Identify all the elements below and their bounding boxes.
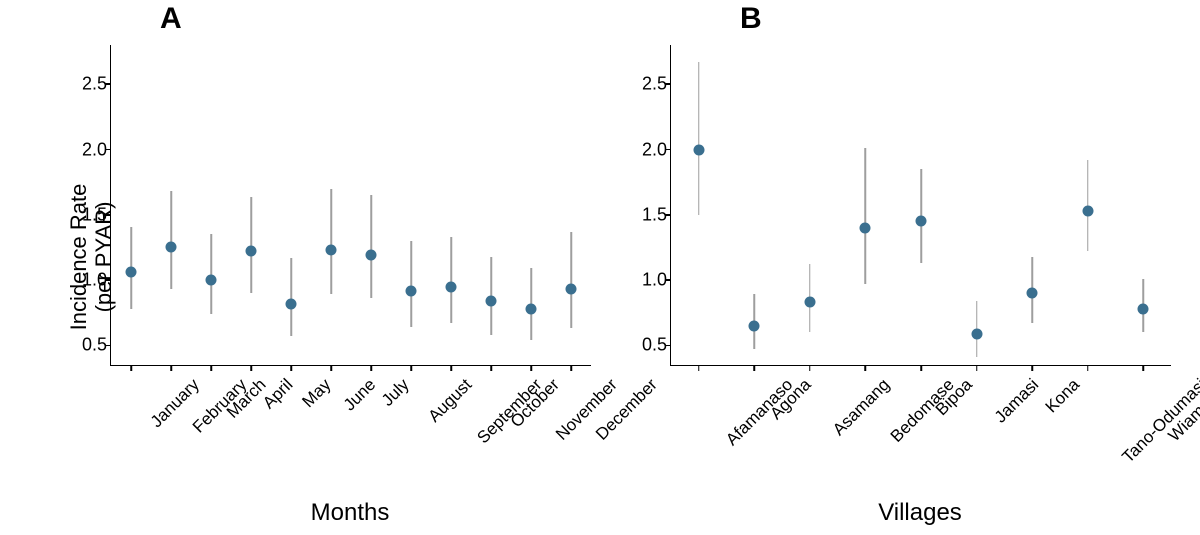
ytick-label: 1.5 (623, 204, 667, 225)
ytick-label: 1.5 (63, 204, 107, 225)
data-point (1138, 303, 1149, 314)
xtick-label: Asamang (829, 375, 894, 440)
figure: Incidence Rate (per PYAR) A B 0.51.01.52… (0, 0, 1200, 535)
data-point (126, 267, 137, 278)
xtick-label: April (259, 375, 297, 413)
data-point (804, 297, 815, 308)
xtick-mark (210, 365, 212, 371)
error-bar (450, 237, 452, 323)
panel-b: 0.51.01.52.02.5AfamanasoAgonaAsamangBedo… (620, 0, 1200, 535)
xtick-mark (809, 365, 811, 371)
panel-a: 0.51.01.52.02.5JanuaryFebruaryMarchApril… (0, 0, 620, 535)
x-axis-label-a: Months (110, 499, 590, 527)
data-point (406, 285, 417, 296)
error-bar (370, 195, 372, 298)
xtick-mark (170, 365, 172, 371)
xtick-mark (290, 365, 292, 371)
xtick-mark (250, 365, 252, 371)
error-bar (330, 189, 332, 295)
x-axis-label-b: Villages (670, 499, 1170, 527)
error-bar (250, 197, 252, 294)
ytick-label: 2.5 (623, 74, 667, 95)
data-point (566, 284, 577, 295)
xtick-label: June (340, 375, 380, 415)
xtick-mark (754, 365, 756, 371)
data-point (916, 216, 927, 227)
xtick-mark (370, 365, 372, 371)
xtick-mark (698, 365, 700, 371)
ytick-label: 2.0 (63, 139, 107, 160)
xtick-mark (330, 365, 332, 371)
error-bar (290, 258, 292, 336)
xtick-mark (1031, 365, 1033, 371)
xtick-mark (490, 365, 492, 371)
ytick-label: 0.5 (63, 335, 107, 356)
data-point (166, 242, 177, 253)
data-point (206, 275, 217, 286)
data-point (366, 250, 377, 261)
xtick-label: August (425, 375, 477, 427)
error-bar (865, 148, 867, 284)
data-point (971, 328, 982, 339)
error-bar (410, 241, 412, 327)
error-bar (698, 62, 700, 215)
data-point (1082, 205, 1093, 216)
error-bar (570, 232, 572, 329)
xtick-mark (530, 365, 532, 371)
xtick-mark (130, 365, 132, 371)
ytick-label: 0.5 (623, 335, 667, 356)
xtick-label: Jamasi (990, 375, 1042, 427)
data-point (526, 303, 537, 314)
xtick-mark (450, 365, 452, 371)
xtick-mark (1087, 365, 1089, 371)
ytick-label: 1.0 (63, 270, 107, 291)
data-point (486, 296, 497, 307)
plot-area-a: 0.51.01.52.02.5JanuaryFebruaryMarchApril… (110, 45, 591, 366)
data-point (693, 144, 704, 155)
xtick-mark (1142, 365, 1144, 371)
data-point (246, 246, 257, 257)
xtick-mark (570, 365, 572, 371)
xtick-mark (410, 365, 412, 371)
data-point (1027, 288, 1038, 299)
xtick-label: July (378, 375, 414, 411)
xtick-mark (865, 365, 867, 371)
ytick-label: 2.0 (623, 139, 667, 160)
data-point (326, 245, 337, 256)
ytick-label: 2.5 (63, 74, 107, 95)
xtick-mark (920, 365, 922, 371)
error-bar (170, 191, 172, 289)
data-point (446, 281, 457, 292)
xtick-label: May (298, 375, 335, 412)
xtick-label: Kona (1042, 375, 1084, 417)
ytick-label: 1.0 (623, 270, 667, 291)
data-point (749, 320, 760, 331)
data-point (860, 222, 871, 233)
plot-area-b: 0.51.01.52.02.5AfamanasoAgonaAsamangBedo… (670, 45, 1171, 366)
xtick-mark (976, 365, 978, 371)
data-point (286, 298, 297, 309)
